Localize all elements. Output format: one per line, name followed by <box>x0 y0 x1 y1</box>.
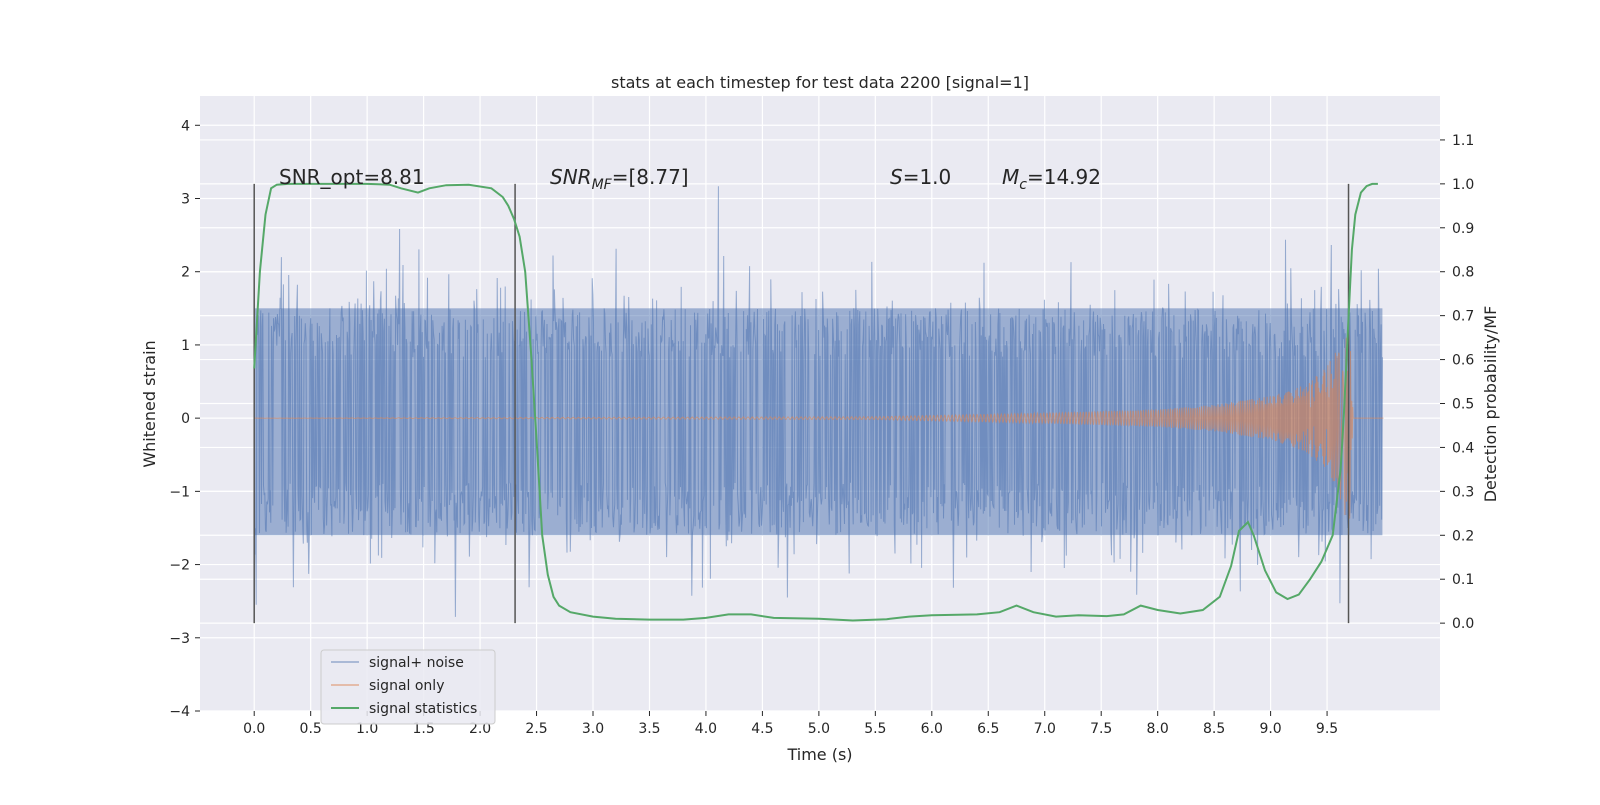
annotation-snr-mf-subscript: MF <box>592 177 613 193</box>
x-tick-label-5: 2.5 <box>525 721 547 737</box>
legend-signal-label: signal only <box>369 678 444 694</box>
y-right-tick-label-3: 0.3 <box>1452 484 1474 500</box>
statistics-series <box>253 182 1378 622</box>
y-right-tick-label-10: 1.0 <box>1452 177 1474 193</box>
y-right-tick-label-1: 0.1 <box>1452 572 1474 588</box>
statistics-line <box>253 182 1378 622</box>
y-right-tick-label-5: 0.5 <box>1452 397 1474 413</box>
left-y-axis-label: Whitened strain <box>140 340 159 467</box>
annotations: SNR_opt=8.81 SNRMF=[8.77] S=1.0 Mc=14.92 <box>279 165 1101 193</box>
signal-series <box>254 334 1384 519</box>
annotation-s-value: =1.0 <box>903 165 952 189</box>
y-right-tick-label-8: 0.8 <box>1452 265 1474 281</box>
annotation-mc-subscript: c <box>1019 177 1027 193</box>
y-right-tick-label-6: 0.6 <box>1452 353 1474 369</box>
annotation-s: S=1.0 <box>890 165 951 189</box>
y-right-tick-label-2: 0.2 <box>1452 528 1474 544</box>
y-left-tick-label-7: 3 <box>181 192 190 208</box>
x-tick-label-11: 5.5 <box>864 721 886 737</box>
x-tick-label-19: 9.5 <box>1316 721 1338 737</box>
y-left-tick-label-4: 0 <box>181 411 190 427</box>
legend-box <box>320 649 496 725</box>
y-right-tick-label-7: 0.7 <box>1452 309 1474 325</box>
x-tick-label-7: 3.5 <box>638 721 660 737</box>
left-y-axis-ticks: −4 −3 −2 −1 0 1 2 3 4 <box>169 118 200 720</box>
x-tick-label-8: 4.0 <box>695 721 717 737</box>
vertical-markers <box>253 183 1350 624</box>
y-right-tick-label-4: 0.4 <box>1452 440 1474 456</box>
y-right-tick-label-0: 0.0 <box>1452 616 1474 632</box>
annotation-snr-mf-value: =[8.77] <box>612 165 689 189</box>
x-tick-label-17: 8.5 <box>1203 721 1225 737</box>
y-left-tick-label-2: −2 <box>169 558 190 574</box>
signal-trace <box>254 334 1384 519</box>
legend-noise-label: signal+ noise <box>369 655 464 671</box>
annotation-s-symbol: S <box>890 165 903 189</box>
annotation-mc-symbol: M <box>1002 165 1019 189</box>
annotation-snr-mf: SNRMF=[8.77] <box>550 165 689 193</box>
x-tick-label-16: 8.0 <box>1147 721 1169 737</box>
x-tick-label-9: 4.5 <box>751 721 773 737</box>
x-tick-label-12: 6.0 <box>921 721 943 737</box>
right-y-axis-label: Detection probability/MF <box>1481 306 1500 503</box>
chart-title: stats at each timestep for test data 220… <box>611 73 1029 92</box>
annotation-mc: Mc=14.92 <box>1002 165 1101 193</box>
x-tick-label-15: 7.5 <box>1090 721 1112 737</box>
y-right-tick-label-9: 0.9 <box>1452 221 1474 237</box>
x-tick-label-1: 0.5 <box>300 721 322 737</box>
legend: signal+ noise signal only signal statist… <box>320 649 496 725</box>
x-tick-label-13: 6.5 <box>977 721 999 737</box>
y-right-tick-label-11: 1.1 <box>1452 133 1474 149</box>
x-axis-ticks: 0.0 0.5 1.0 1.5 2.0 2.5 3.0 3.5 4.0 4.5 5.0 5.5 6.0 6… <box>243 711 1338 737</box>
x-tick-label-18: 9.0 <box>1259 721 1281 737</box>
right-y-axis-ticks: 0.0 0.1 0.2 0.3 0.4 0.5 0.6 0.7 0.8 0.9 1.0 1.1 <box>1440 133 1474 632</box>
annotation-snr-opt: SNR_opt=8.81 <box>279 165 425 189</box>
annotation-mc-value: =14.92 <box>1027 165 1101 189</box>
y-left-tick-label-0: −4 <box>169 704 190 720</box>
y-left-tick-label-6: 2 <box>181 265 190 281</box>
annotation-snr-mf-symbol: SNR <box>550 165 592 189</box>
y-left-tick-label-8: 4 <box>181 118 190 134</box>
y-left-tick-label-5: 1 <box>181 338 190 354</box>
x-axis-label: Time (s) <box>786 745 852 764</box>
noise-trace <box>253 186 1383 617</box>
x-tick-label-2: 1.0 <box>356 721 378 737</box>
x-tick-label-4: 2.0 <box>469 721 491 737</box>
x-tick-label-6: 3.0 <box>582 721 604 737</box>
x-tick-label-0: 0.0 <box>243 721 265 737</box>
x-tick-label-3: 1.5 <box>412 721 434 737</box>
y-left-tick-label-1: −3 <box>169 631 190 647</box>
y-left-tick-label-3: −1 <box>169 484 190 500</box>
legend-stats-label: signal statistics <box>369 701 477 717</box>
x-tick-label-10: 5.0 <box>808 721 830 737</box>
x-tick-label-14: 7.0 <box>1034 721 1056 737</box>
